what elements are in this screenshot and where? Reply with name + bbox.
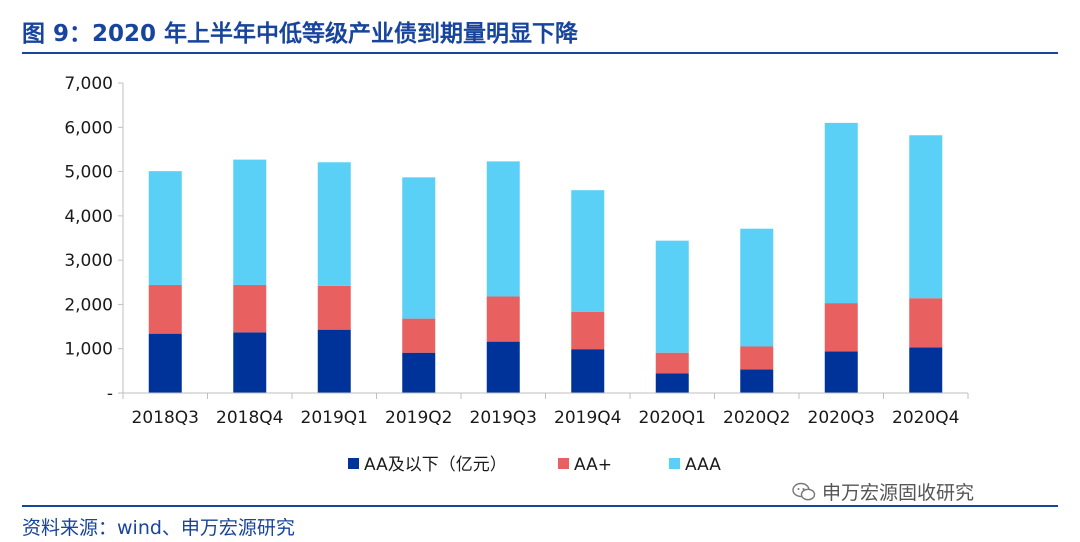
bar-2020Q4-series-1 xyxy=(909,298,943,348)
bar-2019Q1-series-2 xyxy=(317,162,351,286)
bar-2019Q4-series-2 xyxy=(571,190,605,312)
source-note: 资料来源：wind、申万宏源研究 xyxy=(22,517,295,539)
bar-2019Q2-series-2 xyxy=(402,177,436,319)
y-tick-label: 6,000 xyxy=(64,118,113,138)
bar-2019Q2-series-1 xyxy=(402,318,436,353)
x-tick-label: 2020Q4 xyxy=(892,408,959,428)
bar-2019Q4-series-0 xyxy=(571,349,605,393)
chart-title: 图 9：2020 年上半年中低等级产业债到期量明显下降 xyxy=(22,21,579,47)
y-tick-label: 2,000 xyxy=(64,295,113,315)
bar-2019Q3-series-0 xyxy=(486,341,520,393)
bar-2018Q3-series-1 xyxy=(148,284,182,334)
x-axis: 2018Q3 2018Q4 2019Q1 2019Q2 2019Q3 2019Q4 2020… xyxy=(122,392,969,428)
legend-swatch xyxy=(669,458,680,469)
title-divider xyxy=(22,52,1058,54)
bar-2018Q3-series-2 xyxy=(148,171,182,285)
legend-label: AAA xyxy=(685,455,721,475)
bar-2020Q3-series-0 xyxy=(824,351,858,393)
watermark: 申万宏源固收研究 xyxy=(792,478,974,505)
wechat-icon xyxy=(792,482,816,500)
bar-2020Q4-series-0 xyxy=(909,347,943,393)
bar-2018Q4-series-2 xyxy=(233,159,267,285)
watermark-text: 申万宏源固收研究 xyxy=(822,482,975,504)
y-tick-label: 3,000 xyxy=(64,251,113,271)
legend-swatch xyxy=(558,458,569,469)
y-tick-label: - xyxy=(107,384,113,404)
y-tick-label: 1,000 xyxy=(64,340,113,360)
y-axis: - 1,000 2,000 3,000 4,000 5,000 6,000 7,000 xyxy=(64,74,124,404)
bar-2020Q1-series-1 xyxy=(655,352,689,374)
bar-2020Q2-series-2 xyxy=(740,228,774,347)
bar-2019Q1-series-1 xyxy=(317,285,351,330)
legend: AA及以下（亿元） AA+ AAA xyxy=(348,455,721,475)
bar-2018Q3-series-0 xyxy=(148,333,182,393)
bar-2020Q2-series-1 xyxy=(740,346,774,370)
bar-2018Q4-series-1 xyxy=(233,284,267,333)
footer-divider xyxy=(22,505,1058,507)
bar-2020Q1-series-0 xyxy=(655,373,689,393)
x-tick-label: 2019Q2 xyxy=(385,408,452,428)
bar-2020Q4-series-2 xyxy=(909,135,943,299)
y-tick-label: 5,000 xyxy=(64,163,113,183)
legend-label: AA+ xyxy=(574,455,612,475)
bar-2019Q1-series-0 xyxy=(317,329,351,393)
x-tick-label: 2018Q3 xyxy=(132,408,199,428)
legend-label: AA及以下（亿元） xyxy=(364,455,507,475)
x-tick-label: 2020Q1 xyxy=(639,408,706,428)
bars xyxy=(148,122,943,393)
x-tick-label: 2019Q1 xyxy=(301,408,368,428)
x-tick-label: 2018Q4 xyxy=(216,408,283,428)
bar-2018Q4-series-0 xyxy=(233,332,267,393)
bar-2019Q3-series-1 xyxy=(486,296,520,342)
bar-2019Q2-series-0 xyxy=(402,352,436,393)
stacked-bar-chart: - 1,000 2,000 3,000 4,000 5,000 6,000 7,000 201… xyxy=(64,74,969,475)
x-tick-label: 2019Q4 xyxy=(554,408,621,428)
x-tick-label: 2020Q3 xyxy=(808,408,875,428)
y-tick-label: 4,000 xyxy=(64,207,113,227)
bar-2020Q3-series-2 xyxy=(824,122,858,304)
bar-2020Q2-series-0 xyxy=(740,369,774,393)
bar-2020Q3-series-1 xyxy=(824,303,858,352)
bar-2019Q3-series-2 xyxy=(486,161,520,297)
bar-2020Q1-series-2 xyxy=(655,240,689,353)
bar-2019Q4-series-1 xyxy=(571,311,605,350)
x-tick-label: 2020Q2 xyxy=(723,408,790,428)
x-tick-label: 2019Q3 xyxy=(470,408,537,428)
legend-swatch xyxy=(348,458,359,469)
y-tick-label: 7,000 xyxy=(64,74,113,94)
